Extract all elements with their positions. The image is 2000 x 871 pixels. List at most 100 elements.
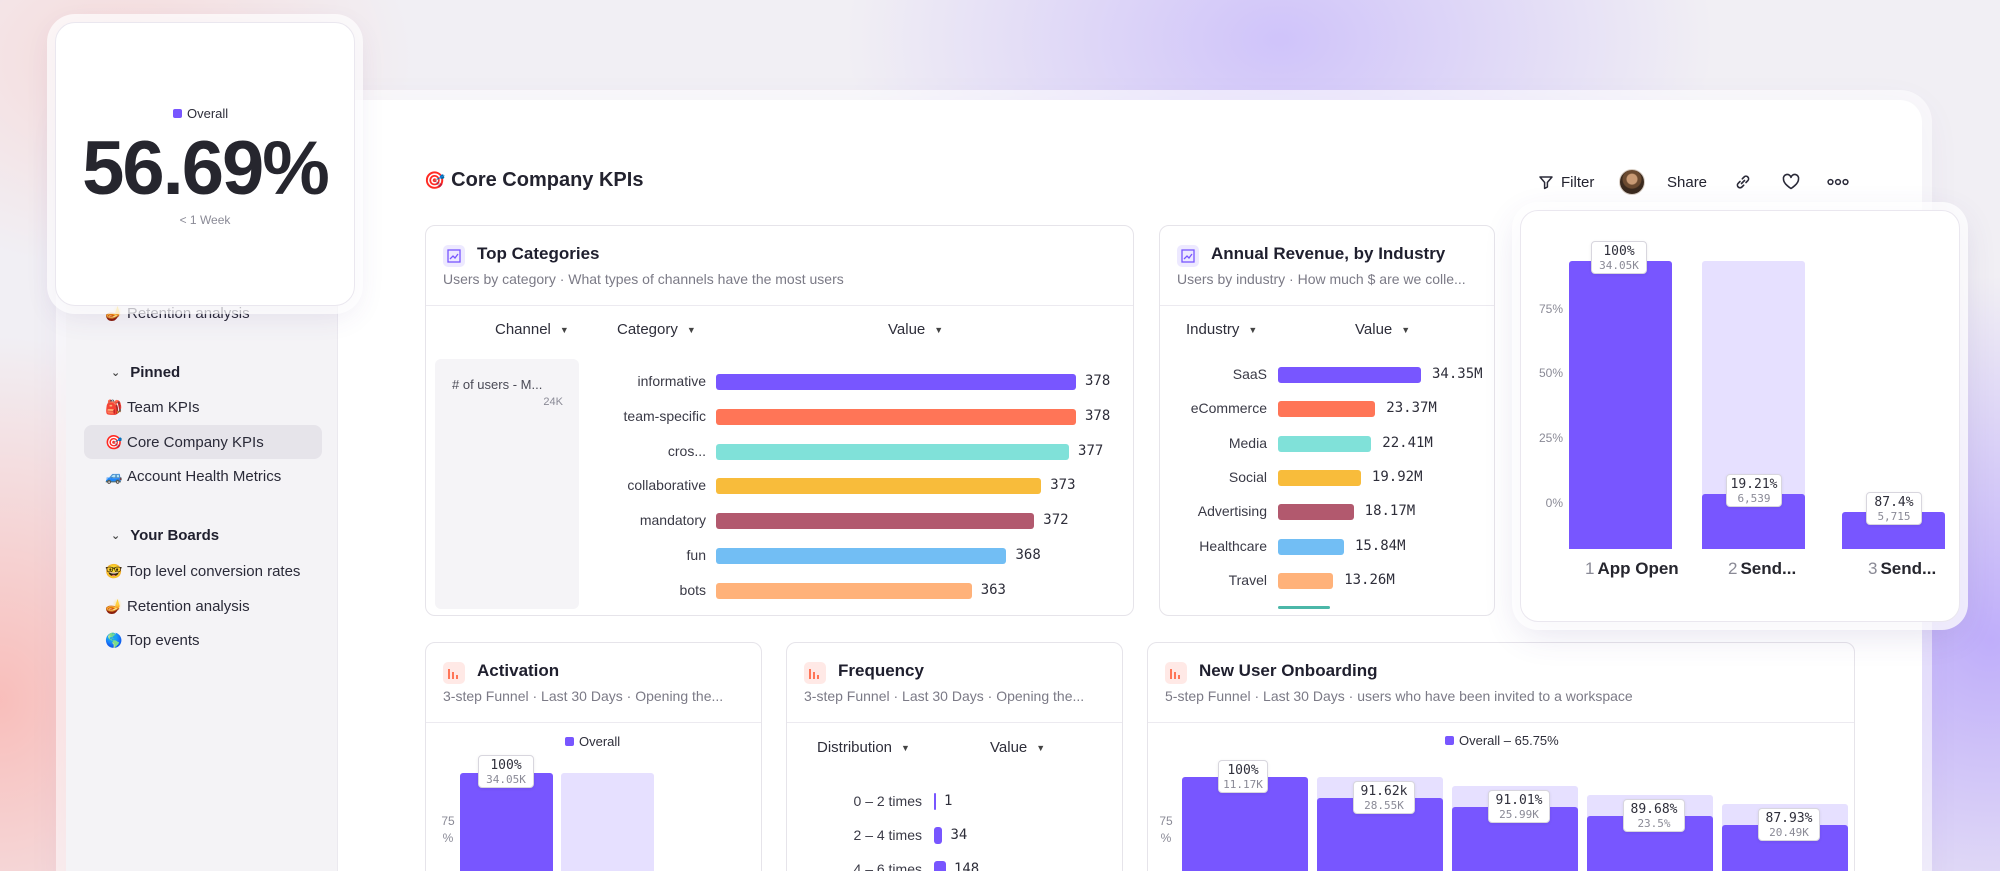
funnel-step-label[interactable]: 2 Send...: [1728, 559, 1796, 579]
card-title: Frequency: [838, 661, 924, 680]
sidebar-item-account-health[interactable]: 🚙 Account Health Metrics: [95, 459, 331, 493]
filter-button[interactable]: Filter: [1538, 168, 1594, 196]
industry-bar[interactable]: [1278, 367, 1421, 383]
category-value: 377: [1078, 442, 1104, 459]
sidebar-section-pinned[interactable]: ⌄ Pinned: [111, 364, 180, 381]
tooltip-pct: 87.93%: [1765, 811, 1813, 826]
distribution-column-header[interactable]: Distribution ▼: [817, 739, 910, 756]
sidebar-item-core-company-kpis[interactable]: 🎯 Core Company KPIs: [84, 425, 322, 459]
card-header: Frequency 3-step Funnel · Last 30 Days ·…: [787, 643, 1122, 723]
card-header: Annual Revenue, by Industry Users by ind…: [1160, 226, 1494, 306]
category-bar[interactable]: [716, 408, 1076, 425]
nerd-face-icon: 🤓: [105, 562, 123, 579]
distribution-label: 2 – 4 times: [853, 827, 922, 843]
tooltip: 19.21% 6,539: [1726, 473, 1782, 507]
tooltip-count: 5,715: [1877, 509, 1911, 523]
page-title: 🎯 Core Company KPIs: [424, 169, 643, 192]
distribution-bar[interactable]: [934, 827, 943, 844]
industry-bar[interactable]: [1278, 504, 1354, 521]
category-bar[interactable]: [716, 548, 1007, 564]
card-subtitle: 3-step Funnel · Last 30 Days · Opening t…: [443, 688, 724, 704]
y-axis-tick: 0%: [1545, 496, 1563, 510]
y-axis-tick: 75%: [1538, 302, 1563, 316]
target-icon: 🎯: [424, 170, 446, 190]
caret-down-icon: ▼: [1248, 324, 1258, 335]
activation-card[interactable]: Activation 3-step Funnel · Last 30 Days …: [425, 642, 762, 871]
top-categories-card[interactable]: Top Categories Users by category · What …: [425, 225, 1134, 616]
legend-label: Overall: [187, 106, 229, 121]
funnel-float-card[interactable]: 75% 50% 25% 0% 100% 34.05K 1 App Open 19.21% 6,5…: [1520, 210, 1960, 622]
sidebar-item-retention-analysis-top[interactable]: 🪔 Retention analysis: [95, 296, 331, 330]
sidebar-item-conversion-rates[interactable]: 🤓 Top level conversion rates: [95, 554, 331, 588]
category-bar[interactable]: [716, 582, 972, 599]
favorite-button[interactable]: [1781, 168, 1801, 196]
distribution-bar[interactable]: [934, 793, 936, 810]
filter-icon: [1539, 176, 1553, 190]
card-header: New User Onboarding 5-step Funnel · Last…: [1148, 643, 1854, 723]
category-label: collaborative: [627, 477, 706, 494]
industry-value: 23.37M: [1386, 400, 1437, 417]
distribution-bar[interactable]: [934, 861, 946, 871]
more-icon: [1827, 178, 1849, 186]
category-bar[interactable]: [716, 374, 1076, 390]
category-label: mandatory: [639, 512, 706, 529]
share-button[interactable]: Share: [1667, 168, 1707, 196]
tooltip-count: 34.05K: [1599, 259, 1639, 272]
sidebar-section-your-boards[interactable]: ⌄ Your Boards: [111, 527, 219, 544]
copy-link-button[interactable]: [1734, 168, 1752, 196]
industry-value: 18.17M: [1364, 503, 1416, 520]
heart-icon: [1782, 173, 1800, 190]
tooltip-pct: 19.21%: [1730, 476, 1778, 492]
funnel-bar-step-2-bg[interactable]: [561, 773, 654, 871]
card-title: Top Categories: [477, 244, 600, 263]
funnel-step-name: App Open: [1597, 559, 1679, 578]
value-column-header[interactable]: Value ▼: [1355, 321, 1410, 338]
industry-column-header[interactable]: Industry ▼: [1186, 321, 1257, 338]
industry-bar[interactable]: [1278, 572, 1334, 589]
value-column-header[interactable]: Value ▼: [990, 739, 1045, 756]
caret-down-icon: ▼: [559, 324, 569, 335]
lamp-icon: 🪔: [105, 304, 123, 321]
tooltip-pct: 100%: [1227, 763, 1259, 778]
sidebar-item-top-events[interactable]: 🌎 Top events: [95, 623, 331, 657]
funnel-step-label[interactable]: 3 Send...: [1868, 559, 1936, 579]
card-header: Activation 3-step Funnel · Last 30 Days …: [426, 643, 761, 723]
industry-label: Travel: [1228, 571, 1267, 588]
tooltip-count: 25.99K: [1499, 808, 1539, 821]
channel-cell[interactable]: # of users - M... 24K: [435, 359, 579, 609]
avatar[interactable]: [1619, 169, 1645, 195]
industry-bar[interactable]: [1278, 469, 1361, 486]
funnel-bar[interactable]: [1569, 261, 1672, 549]
industry-value: 22.41M: [1382, 434, 1433, 451]
funnel-chart-icon: [1165, 662, 1187, 684]
backpack-icon: 🎒: [105, 398, 123, 415]
value-column-header[interactable]: Value ▼: [888, 321, 943, 338]
frequency-card[interactable]: Frequency 3-step Funnel · Last 30 Days ·…: [786, 642, 1123, 871]
industry-bar[interactable]: [1278, 435, 1372, 452]
category-bar[interactable]: [716, 478, 1042, 495]
tooltip: 87.93% 20.49K: [1758, 808, 1820, 841]
tooltip-count: 23.5%: [1637, 817, 1671, 830]
funnel-bar-step-1[interactable]: [460, 773, 553, 871]
kpi-float-card[interactable]: Overall 56.69% < 1 Week: [55, 22, 355, 306]
sidebar-item-retention-analysis[interactable]: 🪔 Retention analysis: [95, 589, 331, 623]
category-bar[interactable]: [716, 513, 1035, 530]
line-chart-icon: [1177, 245, 1199, 267]
industry-bar[interactable]: [1278, 401, 1376, 418]
caret-down-icon: ▼: [1401, 324, 1411, 335]
channel-column-header[interactable]: Channel ▼: [495, 321, 569, 338]
industry-bar[interactable]: [1278, 538, 1344, 555]
distribution-label: 4 – 6 times: [853, 861, 922, 871]
onboarding-card[interactable]: New User Onboarding 5-step Funnel · Last…: [1147, 642, 1855, 871]
more-options-button[interactable]: [1827, 168, 1849, 196]
category-bar[interactable]: [716, 443, 1070, 460]
tooltip: 91.62k 28.55K: [1353, 781, 1415, 814]
card-subtitle: 5-step Funnel · Last 30 Days · users who…: [1165, 688, 1633, 704]
funnel-step-label[interactable]: 1 App Open: [1585, 559, 1679, 579]
category-column-header[interactable]: Category ▼: [617, 321, 696, 338]
category-value: 372: [1043, 512, 1069, 529]
annual-revenue-card[interactable]: Annual Revenue, by Industry Users by ind…: [1159, 225, 1495, 616]
channel-cell-label: # of users - M...: [452, 377, 543, 392]
sidebar-item-team-kpis[interactable]: 🎒 Team KPIs: [95, 390, 331, 424]
tooltip: 100% 34.05K: [1591, 241, 1647, 274]
